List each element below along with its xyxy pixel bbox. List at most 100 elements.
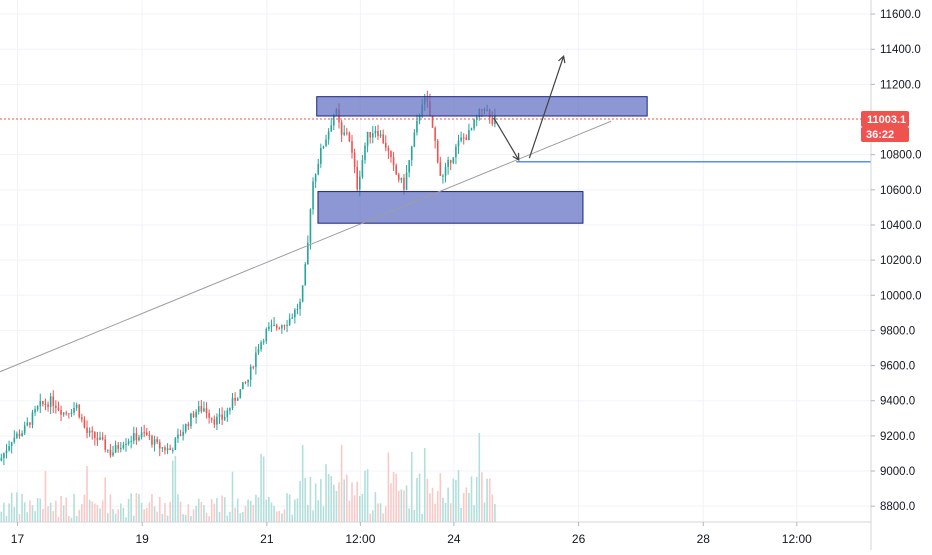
candle-body xyxy=(117,445,120,449)
candle-body xyxy=(177,434,179,439)
volume-bar xyxy=(60,496,62,522)
candle-body xyxy=(36,406,39,410)
candle-body xyxy=(413,132,416,147)
volume-bar xyxy=(42,508,44,522)
volume-bar xyxy=(78,510,81,522)
volume-bar xyxy=(457,469,460,522)
volume-bar xyxy=(117,509,120,522)
candle-body xyxy=(192,413,195,418)
volume-bar xyxy=(309,476,312,522)
candle-body xyxy=(104,439,107,450)
volume-bars xyxy=(0,432,496,522)
y-tick-label: 10600.0 xyxy=(880,185,922,197)
volume-bar xyxy=(247,499,249,522)
volume-bar xyxy=(62,505,65,522)
candle-body xyxy=(475,116,478,120)
volume-bar xyxy=(57,517,60,522)
candle-body xyxy=(5,450,8,454)
volume-bar xyxy=(231,471,234,522)
candle-body xyxy=(169,448,171,451)
candle-body xyxy=(304,264,307,286)
volume-bar xyxy=(275,511,278,522)
candle-body xyxy=(23,425,26,434)
volume-bar xyxy=(130,493,132,522)
volume-bar xyxy=(151,494,153,522)
volume-bar xyxy=(26,512,29,522)
candle-body xyxy=(283,325,286,327)
candle-body xyxy=(462,137,465,139)
volume-bar xyxy=(184,514,187,522)
volume-bar xyxy=(107,513,109,522)
volume-bar xyxy=(283,509,286,522)
y-tick-label: 10400.0 xyxy=(880,220,922,232)
candle-body xyxy=(226,410,229,417)
volume-bar xyxy=(374,491,377,522)
candlesticks[interactable] xyxy=(0,90,496,466)
x-axis-ticks: 17 19 21 12:00 24 26 28 12:00 xyxy=(11,522,812,546)
volume-bar xyxy=(481,472,483,522)
candle-body xyxy=(361,159,364,177)
candle-body xyxy=(358,176,361,190)
drawings[interactable] xyxy=(0,55,871,373)
candle-body xyxy=(403,177,405,190)
candle-body xyxy=(119,448,122,450)
y-tick-label: 11200.0 xyxy=(880,79,921,91)
candle-body xyxy=(288,318,291,325)
candle-body xyxy=(18,433,21,437)
candle-body xyxy=(135,433,138,441)
volume-bar xyxy=(351,482,353,522)
candle-body xyxy=(145,432,148,436)
candle-body xyxy=(52,396,55,406)
x-tick-label: 12:00 xyxy=(782,532,812,546)
volume-bar xyxy=(70,517,73,522)
volume-bar xyxy=(182,514,184,522)
candle-body xyxy=(327,131,330,140)
price-badge-background xyxy=(861,110,909,127)
candle-body xyxy=(216,416,218,425)
candle-body xyxy=(197,406,200,412)
volume-bar xyxy=(473,505,475,522)
candle-body xyxy=(187,423,190,427)
volume-bar xyxy=(475,476,478,522)
candle-body xyxy=(278,327,281,329)
volume-bar xyxy=(13,507,16,522)
candle-body xyxy=(431,116,434,128)
candle-body xyxy=(174,438,177,450)
volume-bar xyxy=(156,511,158,522)
candle-body xyxy=(262,341,265,343)
candle-body xyxy=(312,181,314,210)
volume-bar xyxy=(468,493,470,522)
volume-bar xyxy=(3,502,5,522)
candle-body xyxy=(244,382,247,384)
candle-body xyxy=(434,127,436,141)
candle-body xyxy=(10,442,13,446)
volume-bar xyxy=(244,505,247,522)
candle-body xyxy=(140,432,143,438)
volume-bar xyxy=(86,466,88,522)
candle-body xyxy=(78,404,81,418)
candle-body xyxy=(138,437,140,441)
candle-body xyxy=(8,445,10,451)
volume-bar xyxy=(39,498,42,522)
countdown-background xyxy=(861,126,909,142)
candle-body xyxy=(55,405,57,409)
volume-bar xyxy=(325,464,327,522)
volume-bar xyxy=(234,507,236,522)
zone-rectangle xyxy=(317,191,584,224)
candle-body xyxy=(164,447,166,451)
projection-arrow-line xyxy=(493,117,520,161)
volume-bar xyxy=(301,444,304,522)
candle-body xyxy=(270,325,273,327)
candle-body xyxy=(346,132,348,134)
volume-bar xyxy=(10,492,13,522)
volume-bar xyxy=(491,494,494,522)
volume-bar xyxy=(21,493,23,522)
volume-bar xyxy=(143,509,145,522)
candle-body xyxy=(439,162,442,176)
candle-body xyxy=(239,389,242,399)
volume-bar xyxy=(114,513,117,522)
volume-bar xyxy=(286,493,288,522)
